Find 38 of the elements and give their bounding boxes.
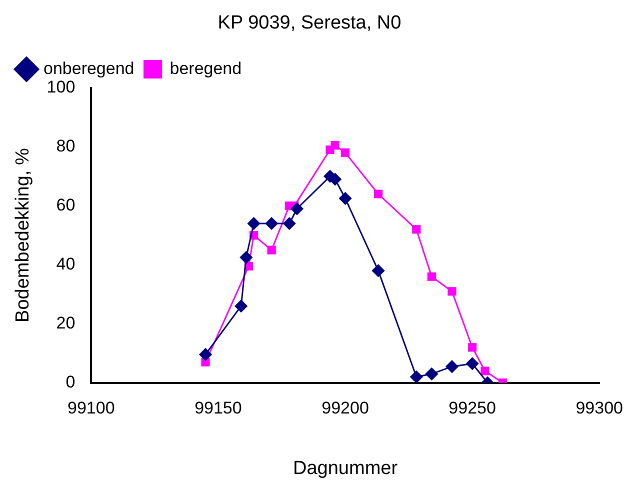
x-tick-label: 99300: [576, 398, 624, 418]
legend-label: onberegend: [44, 58, 134, 78]
point: [466, 357, 479, 370]
point: [374, 190, 383, 198]
x-tick-label: 99100: [68, 398, 115, 418]
point: [339, 192, 352, 205]
point: [448, 287, 456, 296]
point: [446, 360, 458, 373]
x-tick-label: 99150: [194, 398, 242, 418]
point: [412, 225, 421, 234]
y-tick-label: 60: [56, 195, 76, 214]
x-tick-label: 99250: [448, 398, 496, 418]
point: [410, 370, 423, 383]
y-tick-label: 0: [66, 372, 76, 392]
y-tick-label: 80: [56, 136, 76, 156]
y-tick-label: 20: [56, 313, 76, 332]
point: [240, 251, 252, 264]
legend-label: beregend: [170, 58, 242, 78]
y-tick-label: 40: [56, 254, 76, 274]
point: [340, 148, 350, 157]
point: [199, 348, 212, 361]
point: [372, 264, 385, 277]
point: [427, 272, 436, 281]
chart-title: KP 9039, Seresta, N0: [218, 12, 402, 34]
point: [265, 217, 278, 230]
x-axis-title: Dagnummer: [292, 458, 398, 479]
point: [248, 217, 260, 230]
point: [425, 368, 438, 380]
point: [468, 343, 477, 352]
point: [234, 300, 248, 312]
point: [290, 202, 304, 215]
point: [480, 366, 490, 376]
y-axis-title: Bodembedekking, %: [12, 148, 34, 322]
x-tick-label: 99200: [322, 398, 369, 418]
y-tick-label: 100: [46, 77, 76, 96]
point: [267, 246, 276, 254]
point: [283, 217, 296, 230]
point: [330, 141, 340, 150]
